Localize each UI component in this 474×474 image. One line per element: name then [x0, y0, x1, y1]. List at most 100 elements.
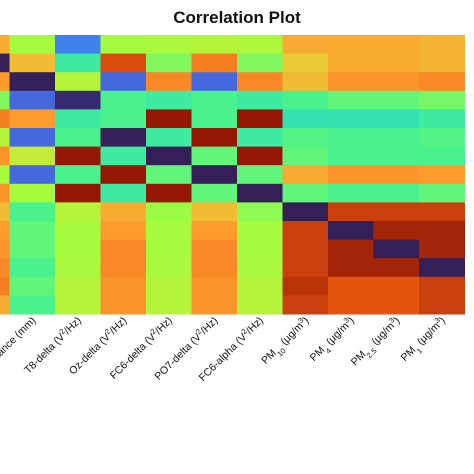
heatmap-cell: [146, 295, 192, 315]
heatmap-cell: [100, 239, 147, 259]
heatmap-cell: [191, 183, 238, 203]
heatmap-cell: [191, 35, 238, 55]
heatmap-cell: [237, 109, 283, 129]
heatmap-cell: [0, 202, 10, 222]
heatmap-cell: [146, 258, 192, 278]
heatmap-cell: [146, 128, 192, 148]
heatmap-cell: [237, 90, 283, 110]
heatmap-cell: [0, 53, 10, 73]
heatmap-cell: [100, 258, 147, 278]
heatmap-cell: [419, 90, 465, 110]
heatmap-cell: [419, 109, 465, 129]
heatmap-cell: [419, 128, 465, 148]
heatmap-cell: [9, 165, 56, 185]
heatmap-cell: [146, 35, 192, 55]
heatmap-cell: [419, 258, 465, 278]
heatmap-cell: [191, 72, 238, 92]
heatmap-cell: [55, 258, 101, 278]
heatmap-cell: [191, 239, 238, 259]
heatmap-cell: [282, 128, 329, 148]
heatmap-cell: [55, 202, 101, 222]
heatmap-cell: [419, 239, 465, 259]
heatmap-cell: [237, 295, 283, 315]
heatmap-cell: [373, 90, 420, 110]
heatmap-cells: [0, 35, 465, 315]
heatmap-cell: [419, 221, 465, 241]
heatmap-cell: [0, 35, 10, 55]
heatmap-cell: [328, 128, 374, 148]
heatmap-cell: [419, 35, 465, 55]
heatmap-cell: [146, 239, 192, 259]
heatmap-cell: [9, 221, 56, 241]
heatmap-cell: [0, 258, 10, 278]
heatmap-cell: [282, 146, 329, 166]
heatmap-cell: [237, 35, 283, 55]
heatmap-cell: [328, 35, 374, 55]
heatmap-cell: [419, 72, 465, 92]
heatmap-cell: [100, 221, 147, 241]
heatmap-cell: [55, 72, 101, 92]
heatmap-cell: [191, 165, 238, 185]
heatmap-cell: [373, 72, 420, 92]
heatmap-cell: [328, 90, 374, 110]
heatmap-cell: [328, 165, 374, 185]
heatmap-cell: [328, 53, 374, 73]
x-tick-label: PM2.5 (µg/m3): [347, 313, 405, 371]
heatmap-cell: [100, 53, 147, 73]
heatmap-cell: [373, 258, 420, 278]
heatmap-cell: [237, 128, 283, 148]
heatmap-cell: [373, 109, 420, 129]
heatmap-cell: [0, 295, 10, 315]
heatmap-cell: [146, 202, 192, 222]
heatmap-cell: [373, 165, 420, 185]
heatmap-cell: [100, 128, 147, 148]
heatmap-cell: [191, 128, 238, 148]
heatmap-cell: [55, 221, 101, 241]
heatmap-cell: [0, 109, 10, 129]
heatmap-cell: [9, 128, 56, 148]
heatmap-cell: [9, 276, 56, 296]
heatmap-cell: [100, 35, 147, 55]
heatmap-cell: [55, 295, 101, 315]
heatmap-cell: [328, 258, 374, 278]
heatmap-cell: [282, 239, 329, 259]
heatmap-cell: [0, 221, 10, 241]
heatmap-cell: [373, 53, 420, 73]
x-tick-labels: Temperature (C)Center 3D Distance (mm)T8…: [0, 313, 450, 408]
heatmap-cell: [100, 90, 147, 110]
heatmap-cell: [0, 90, 10, 110]
heatmap-cell: [419, 276, 465, 296]
heatmap-cell: [373, 128, 420, 148]
heatmap-cell: [237, 183, 283, 203]
heatmap-cell: [237, 72, 283, 92]
heatmap-cell: [146, 276, 192, 296]
heatmap-cell: [282, 53, 329, 73]
heatmap-cell: [55, 53, 101, 73]
x-tick-label: PM1 (µg/m3): [397, 313, 450, 366]
heatmap-cell: [55, 128, 101, 148]
heatmap-cell: [146, 165, 192, 185]
heatmap-cell: [191, 90, 238, 110]
heatmap-cell: [328, 276, 374, 296]
heatmap-cell: [419, 146, 465, 166]
heatmap-cell: [191, 258, 238, 278]
heatmap-cell: [9, 295, 56, 315]
heatmap-cell: [191, 53, 238, 73]
heatmap-cell: [328, 72, 374, 92]
heatmap-cell: [9, 35, 56, 55]
heatmap-cell: [328, 146, 374, 166]
heatmap-cell: [146, 72, 192, 92]
heatmap-cell: [0, 183, 10, 203]
x-tick-label: PM10 (µg/m3): [257, 313, 313, 369]
chart-title: Correlation Plot: [173, 8, 301, 27]
heatmap-cell: [419, 183, 465, 203]
heatmap-cell: [373, 276, 420, 296]
heatmap-cell: [9, 53, 56, 73]
heatmap-cell: [419, 165, 465, 185]
heatmap-cell: [282, 221, 329, 241]
heatmap-cell: [55, 35, 101, 55]
heatmap-cell: [55, 183, 101, 203]
heatmap-cell: [282, 276, 329, 296]
heatmap-cell: [191, 276, 238, 296]
heatmap-cell: [55, 109, 101, 129]
